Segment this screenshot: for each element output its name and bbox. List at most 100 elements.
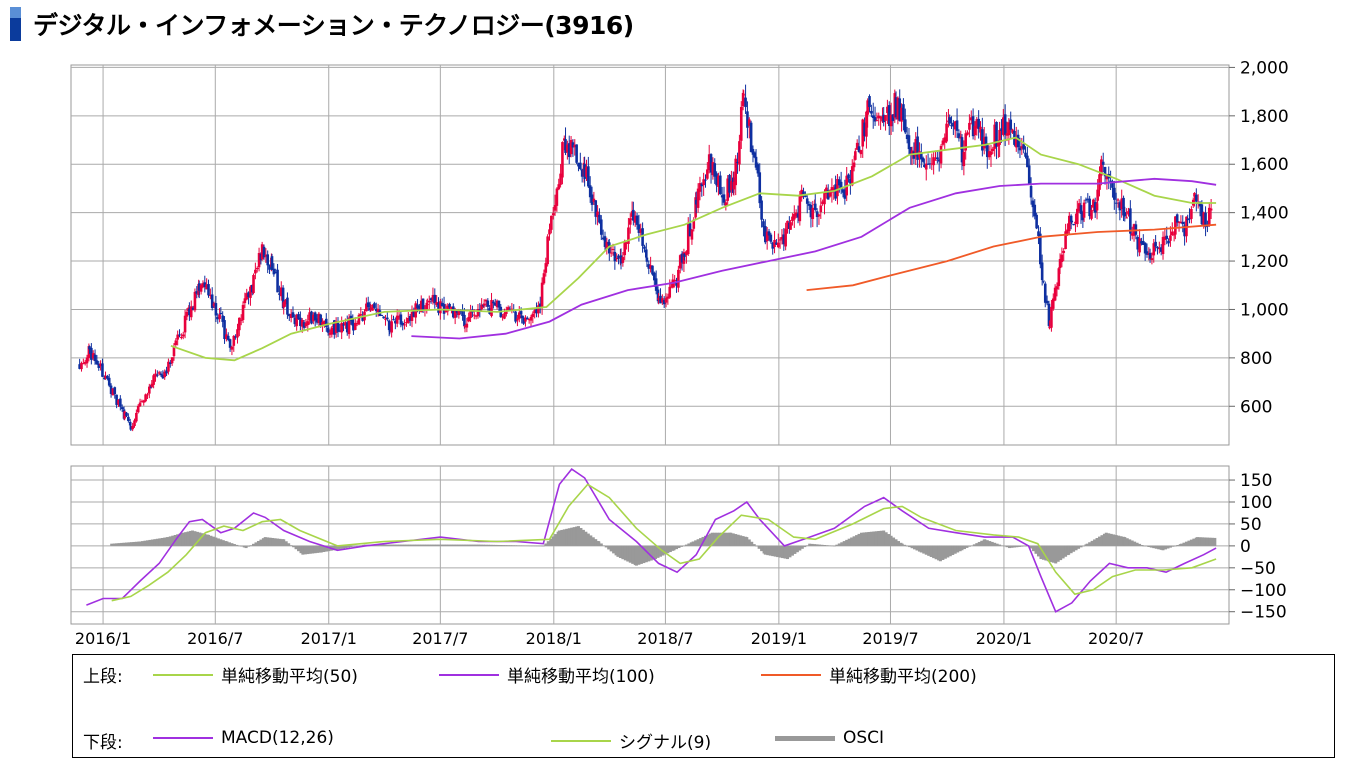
candle-body [357,314,361,325]
osci-bar [943,545,947,559]
osci-bar [134,541,138,546]
osci-bar [656,545,660,558]
candle-body [446,305,450,312]
candle-body [715,173,718,186]
osci-bar [1069,545,1073,554]
candle-body [550,215,553,230]
candle-body [1096,189,1099,201]
osci-bar [346,545,350,548]
candle-body [611,249,615,251]
candle-body [234,336,237,338]
osci-bar [327,545,331,552]
candle-body [575,144,578,163]
candle-body [717,175,720,187]
osci-bar [306,545,310,555]
candle-body [1067,215,1071,231]
candle-body [287,314,291,317]
osci-bar [145,540,149,546]
candle-body [330,327,334,335]
candle-body [1077,203,1081,212]
candle-body [323,320,326,324]
osci-bar [435,544,439,546]
candle-body [573,144,577,148]
upper-y-tick-labels: 600 800 1,000 1,200 1,400 1,600 1,800 2,000 [1240,58,1289,417]
osci-bar [919,545,923,553]
candle-body [886,106,889,113]
candle-body [1127,211,1130,215]
candle-body [535,309,538,314]
candle-body [601,237,605,240]
osci-bar [884,532,888,546]
candle-body [941,140,945,145]
osci-bar [960,545,964,551]
osci-bar [612,545,616,554]
candle-body [397,316,401,318]
osci-bar [589,535,593,546]
osci-bar [252,543,256,546]
osci-bar [469,544,473,546]
osci-bar [684,544,688,546]
candle-body [405,322,408,324]
osci-bar [166,537,170,546]
osci-bar [970,545,974,547]
osci-bar [256,540,260,546]
osci-bar [760,545,764,552]
candle-body [531,313,535,317]
candle-body [403,324,406,326]
osci-bar [1012,545,1016,548]
osci-bar [430,544,434,546]
osci-bar [852,536,856,546]
candle-body [726,178,729,201]
osci-bar [1208,537,1212,546]
candle-body [1042,280,1045,282]
candle-body [1062,250,1066,253]
osci-bar [644,545,648,563]
candle-body [146,394,149,396]
moving-average-line [806,223,1217,291]
candle-body [702,179,705,186]
osci-bar [526,545,530,547]
osci-bar [531,545,535,547]
candle-body [1169,235,1172,241]
candle-body [1193,192,1196,197]
osci-bar [207,534,211,546]
candle-body [384,318,387,320]
candle-body [1123,212,1127,217]
osci-bar [768,545,772,556]
candle-body [567,143,571,158]
x-tick-label: 2019/1 [751,629,807,648]
candle-body [493,302,497,306]
osci-bar [903,544,907,546]
candle-body [1183,225,1186,237]
candle-body [673,279,676,282]
osci-bar [599,543,603,546]
candle-body [871,115,875,119]
osci-bar [440,544,444,546]
osci-bar [581,529,585,546]
osci-bar [549,538,553,546]
candle-body [709,154,713,173]
candle-body [369,308,372,310]
osci-bar [1022,545,1026,547]
osci-bar [1109,533,1113,546]
candle-body [686,223,690,255]
osci-bar [332,545,336,551]
osci-bar [729,532,733,546]
osci-bar [835,544,839,546]
candle-body [739,106,743,141]
candle-body [934,159,937,161]
osci-bar [432,544,436,546]
candle-body [342,324,345,326]
candle-body [910,150,914,156]
osci-bar [1003,545,1007,547]
osci-bar [783,545,787,559]
candle-body [355,323,359,325]
osci-bar [412,544,416,546]
candle-body [896,97,900,120]
osci-bar [763,545,767,555]
osci-bar [385,544,389,546]
legend-label-ma50: 単純移動平均(50) [221,667,358,687]
osci-bar [316,545,320,553]
osci-bar [938,545,942,562]
osci-bar [889,535,893,546]
